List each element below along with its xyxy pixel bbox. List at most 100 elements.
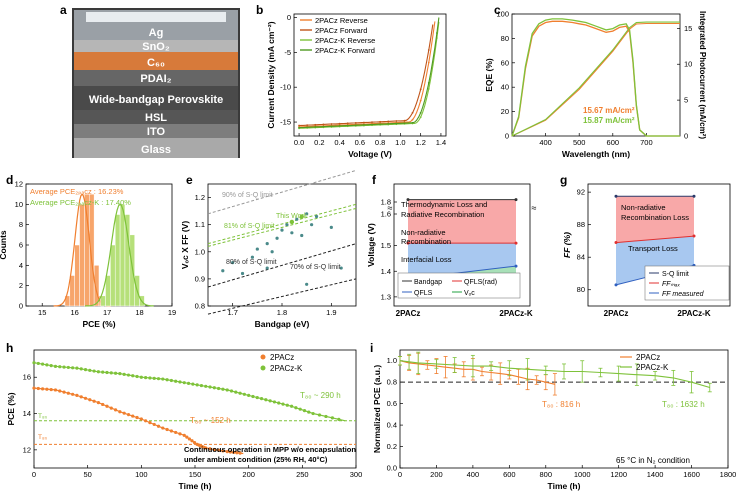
c-ytick-label: 100 xyxy=(496,10,509,19)
mpp-marker xyxy=(152,376,156,380)
g-marker xyxy=(692,234,696,238)
jv-marker xyxy=(387,120,390,123)
d-ylabel: Counts xyxy=(0,230,8,260)
h-legend-marker-2paczk xyxy=(260,365,266,371)
jv-marker xyxy=(346,122,349,125)
jv-marker xyxy=(354,122,357,124)
hist-bar xyxy=(110,244,116,307)
f-band-nonrad xyxy=(408,243,516,279)
scatter-point xyxy=(329,225,333,229)
scatter-point xyxy=(339,266,343,270)
f-marker xyxy=(406,198,410,202)
i-ytick-label: 0.6 xyxy=(387,399,397,408)
layer-hsl xyxy=(74,110,238,124)
h-ylabel: PCE (%) xyxy=(6,392,16,425)
g-legend-ffmeas: FF measured xyxy=(662,291,705,298)
scatter-point xyxy=(285,223,289,227)
i-xtick-label: 600 xyxy=(503,470,516,479)
jv-legend: 2PACz Reverse 2PACz Forward 2PACz-K Reve… xyxy=(300,16,375,55)
d-ytick-label: 8 xyxy=(19,220,23,229)
f-category: 2PACz-K xyxy=(499,309,532,318)
mpp-marker xyxy=(156,424,161,428)
mpp-marker xyxy=(285,403,289,407)
mpp-marker xyxy=(268,399,272,403)
mpp-marker xyxy=(225,388,229,392)
panel-label-e: e xyxy=(186,173,193,187)
c-ytick-label: 20 xyxy=(501,107,509,116)
jv-marker xyxy=(411,111,414,114)
f-ytick-label: 1.4 xyxy=(381,267,391,276)
jv-marker xyxy=(306,124,309,127)
jv-marker xyxy=(411,121,414,124)
g-legend: S-Q limit FFₘₐₓ FF measured xyxy=(644,265,730,301)
mpp-marker xyxy=(302,409,307,413)
mpp-marker xyxy=(71,366,75,370)
g-band-transport xyxy=(616,236,694,285)
h-xtick-label: 300 xyxy=(350,470,363,479)
mpp-marker xyxy=(217,386,221,391)
this-work-point xyxy=(289,219,295,225)
b-ytick-label: 0 xyxy=(287,13,291,22)
e-ylabel: Vₒᴄ X FF (V) xyxy=(180,221,190,270)
f-annot-thermo: Thermodynamic Loss and xyxy=(401,200,487,209)
d-xtick-label: 15 xyxy=(38,308,46,317)
b-xtick-label: 0.2 xyxy=(314,138,324,147)
i-xtick-label: 1800 xyxy=(720,470,737,479)
jv-marker xyxy=(322,125,325,128)
hist-bar xyxy=(105,275,111,307)
mpp-marker xyxy=(330,416,334,420)
f-annot-interfacial: Interfacial Loss xyxy=(401,255,452,264)
label-81sq: 81% of S-Q limit xyxy=(224,223,275,230)
g-ytick-label: 84 xyxy=(577,253,585,262)
panel-label-b: b xyxy=(256,3,263,17)
i-xtick-label: 200 xyxy=(430,470,443,479)
label-70sq: 70% of S-Q limit xyxy=(290,264,341,271)
g-ytick-label: 80 xyxy=(577,285,585,294)
d-xlabel: PCE (%) xyxy=(82,319,115,329)
jv-marker xyxy=(427,81,430,84)
g-annot-transport: Transport Loss xyxy=(628,244,678,253)
g-ytick-label: 92 xyxy=(577,188,585,197)
panel-d: d 15 16 17 18 19 0 2 4 6 8 10 12 PCE (%) Counts Avera… xyxy=(0,173,176,329)
layer-ito xyxy=(74,124,238,138)
mpp-marker xyxy=(45,387,49,391)
mpp-marker xyxy=(101,402,105,407)
layer-label-sno2: SnO₂ xyxy=(142,41,170,53)
d-ytick-label: 6 xyxy=(19,241,23,250)
h-ytick-label: 12 xyxy=(23,445,31,454)
jv-curve-2 xyxy=(299,21,440,129)
e-ytick-label: 1.0 xyxy=(195,247,205,256)
g-ylabel: FF (%) xyxy=(562,232,572,258)
scatter-point xyxy=(231,261,235,265)
layer-sno2 xyxy=(74,40,238,52)
jv-marker xyxy=(314,123,317,126)
f-legend-box xyxy=(397,272,521,299)
c-ytick-label: 40 xyxy=(501,83,509,92)
mpp-marker xyxy=(148,421,152,425)
b-xtick-label: 0.0 xyxy=(294,138,304,147)
g-legend-sq: S-Q limit xyxy=(662,271,689,278)
hist-bar xyxy=(93,265,100,307)
h-annot-t80-line-k: T₈₀ xyxy=(38,413,48,420)
f-marker xyxy=(514,241,518,245)
i-xtick-label: 1600 xyxy=(683,470,700,479)
g-legend-ffmax: FFₘₐₓ xyxy=(662,281,680,288)
mpp-marker xyxy=(122,411,126,415)
eqe-annot-2paczk: 15.87 mA/cm² xyxy=(583,116,635,125)
jint-curve-2pacz xyxy=(511,22,680,137)
mpp-marker xyxy=(144,419,148,423)
mpp-marker xyxy=(294,406,298,410)
c-xtick-label: 500 xyxy=(573,138,586,147)
jv-curve-1 xyxy=(299,24,434,127)
mpp-marker xyxy=(229,389,234,393)
mpp-marker xyxy=(221,387,225,391)
b-xtick-label: 0.8 xyxy=(375,138,385,147)
e-xtick-label: 1.9 xyxy=(326,308,336,317)
legend-2paczk-reverse: 2PACz-K Reverse xyxy=(315,36,375,45)
mpp-marker xyxy=(92,369,96,373)
mpp-marker xyxy=(232,450,236,454)
mpp-marker xyxy=(58,365,62,369)
sq-line-0 xyxy=(207,169,357,215)
c-xtick-label: 400 xyxy=(539,138,552,147)
